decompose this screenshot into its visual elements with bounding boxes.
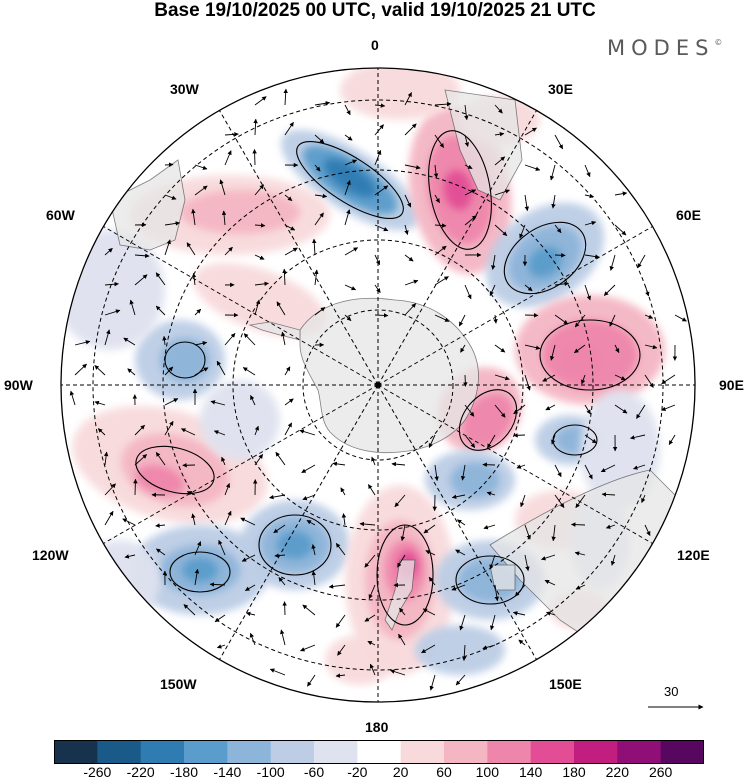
colorbar-swatch xyxy=(227,740,272,764)
colorbar-tick-label: -20 xyxy=(347,764,368,780)
colorbar-swatch xyxy=(54,740,98,764)
colorbar-tick-label: 260 xyxy=(648,764,673,780)
colorbar-swatch xyxy=(400,740,445,764)
colorbar-swatch xyxy=(357,740,402,764)
colorbar-swatch xyxy=(314,740,358,764)
wind-vectors xyxy=(69,88,687,691)
lon-label-30w: 30W xyxy=(170,81,199,97)
lon-label-30e: 30E xyxy=(548,81,573,97)
colorbar-tick-label: -140 xyxy=(213,764,242,780)
colorbar-swatch xyxy=(444,740,488,764)
colorbar-tick-label: -220 xyxy=(126,764,155,780)
brand-mark: © xyxy=(714,38,723,47)
colorbar-swatch xyxy=(660,740,704,764)
colorbar-tick-label: 140 xyxy=(518,764,543,780)
lon-label-120w: 120W xyxy=(32,547,69,563)
map-border xyxy=(60,67,696,703)
colorbar-tick-label: -60 xyxy=(303,764,325,780)
colorbar-swatch xyxy=(574,740,618,764)
lon-label-90w: 90W xyxy=(4,377,33,393)
colorbar-tick-label: 60 xyxy=(436,764,452,780)
colorbar-swatch xyxy=(617,740,662,764)
brand-text: MODES xyxy=(607,36,715,60)
colorbar-tick-label: -180 xyxy=(169,764,199,780)
modes-logo: MODES© xyxy=(607,36,722,60)
lon-label-0: 0 xyxy=(371,37,379,53)
colorbar-swatch xyxy=(140,740,185,764)
colorbar-tick-label: 20 xyxy=(392,764,409,780)
colorbar-swatch xyxy=(487,740,532,764)
lon-label-90e: 90E xyxy=(719,377,744,393)
colorbar-tick-label: -100 xyxy=(256,764,285,780)
colorbar-swatch xyxy=(184,740,228,764)
lon-label-120e: 120E xyxy=(677,547,710,563)
colorbar-tick-label: 100 xyxy=(475,764,500,780)
lon-label-60w: 60W xyxy=(46,207,75,223)
graticule xyxy=(61,68,695,702)
colorbar-swatch xyxy=(530,740,575,764)
lon-label-180: 180 xyxy=(365,719,389,735)
colorbar-tick-label: 220 xyxy=(605,764,630,780)
colorbar-swatch xyxy=(270,740,315,764)
colorbar-swatch xyxy=(97,740,142,764)
colorbar-tick-label: -260 xyxy=(83,764,112,780)
lon-label-150w: 150W xyxy=(160,676,197,692)
colorbar xyxy=(54,740,704,764)
reference-vector-label: 30 xyxy=(664,684,679,699)
lon-label-150e: 150E xyxy=(549,676,582,692)
lon-label-60e: 60E xyxy=(676,207,701,223)
colorbar-tick-label: 180 xyxy=(562,764,586,780)
chart-title: Base 19/10/2025 00 UTC, valid 19/10/2025… xyxy=(154,0,596,21)
height-contours xyxy=(135,130,641,626)
